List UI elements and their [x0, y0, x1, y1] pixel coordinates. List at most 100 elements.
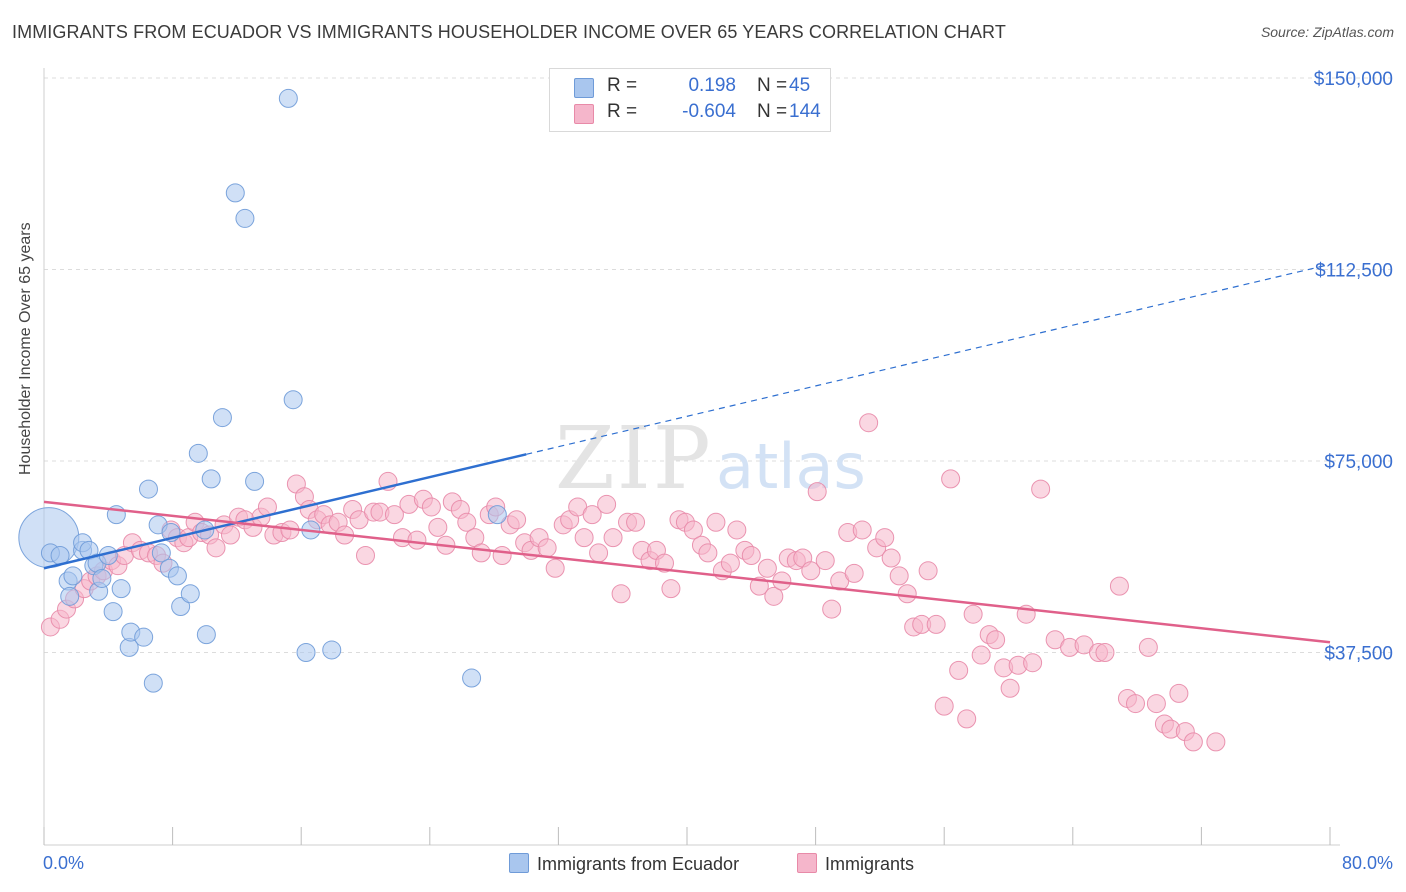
legend-r-value: 0.198 [688, 75, 736, 96]
data-point [815, 551, 835, 571]
data-point [143, 673, 163, 693]
data-point [589, 543, 609, 563]
data-point [603, 528, 623, 548]
data-point [103, 602, 123, 622]
axes [43, 68, 1340, 846]
data-point [1031, 479, 1051, 499]
data-point [180, 584, 200, 604]
data-point [698, 543, 718, 563]
data-point [1095, 643, 1115, 662]
x-tick-max: 80.0% [1341, 853, 1393, 873]
legend-swatch-immigrants [574, 104, 594, 124]
data-point [597, 494, 617, 514]
data-point [384, 505, 404, 525]
data-point [92, 568, 112, 588]
data-point [889, 566, 909, 586]
bottom-legend-swatch-immigrants [797, 853, 817, 873]
data-point [741, 545, 761, 565]
trend-lines [43, 263, 1331, 644]
data-point [807, 482, 827, 502]
data-point [986, 630, 1006, 650]
legend-n-label: N = [757, 75, 788, 96]
data-point [822, 599, 842, 619]
data-point [171, 597, 191, 617]
legend-r-label: R = [607, 101, 638, 122]
y-tick-label: $75,000 [1324, 452, 1393, 473]
data-point [971, 645, 991, 665]
data-point [1206, 732, 1226, 752]
trend-line-extension [526, 263, 1331, 455]
data-point [407, 530, 427, 550]
trend-line [43, 500, 1331, 644]
data-point [196, 625, 216, 645]
y-tick-labels: $37,500 $75,000 $112,500 $150,000 [1314, 69, 1393, 665]
legend-n-value: 144 [789, 101, 821, 122]
data-point [720, 553, 740, 573]
legend-n-label: N = [757, 101, 788, 122]
data-point [1138, 637, 1158, 657]
data-point [457, 512, 477, 532]
data-point [212, 408, 232, 428]
data-point [611, 584, 631, 604]
data-point [111, 579, 131, 599]
data-point [949, 660, 969, 680]
correlation-legend: R = 0.198 N = 45 R = -0.604 N = 144 [549, 68, 831, 132]
data-point [706, 512, 726, 532]
data-point [727, 520, 747, 540]
data-point [957, 709, 977, 729]
data-point [1023, 653, 1043, 673]
data-point [875, 528, 895, 548]
data-point [428, 517, 448, 537]
data-point [492, 545, 512, 565]
data-point [897, 584, 917, 604]
data-point [421, 497, 441, 517]
data-point [1146, 694, 1166, 714]
data-point [852, 520, 872, 540]
data-point [654, 553, 674, 573]
data-point [206, 538, 226, 558]
legend-swatch-ecuador [574, 78, 594, 98]
y-tick-label: $150,000 [1314, 69, 1393, 90]
data-point [757, 558, 777, 578]
data-point [1183, 732, 1203, 752]
data-point [63, 566, 83, 586]
data-point [801, 561, 821, 581]
bottom-legend-immigrants: Immigrants [797, 853, 914, 875]
data-point [225, 183, 245, 203]
data-point [134, 627, 154, 647]
watermark-zip: ZIP [555, 409, 713, 509]
data-point [235, 208, 255, 228]
data-point [859, 413, 879, 433]
data-point [661, 579, 681, 599]
data-point [1109, 576, 1129, 596]
data-point [220, 525, 240, 545]
watermark-atlas: atlas [716, 430, 866, 503]
data-point [1169, 683, 1189, 703]
watermark: ZIP atlas [555, 409, 866, 509]
data-point [188, 443, 208, 463]
data-point [283, 390, 303, 410]
data-point [844, 563, 864, 583]
trend-line-solid [43, 453, 527, 570]
bottom-legend-label-immigrants: Immigrants [825, 854, 915, 874]
data-point [138, 479, 158, 499]
data-point [764, 586, 784, 606]
data-point [1000, 678, 1020, 698]
data-point [245, 471, 265, 491]
source-note: Source: ZipAtlas.com [1260, 24, 1394, 40]
data-point [462, 668, 482, 688]
data-point [60, 586, 80, 606]
data-point [963, 604, 983, 624]
data-point [934, 696, 954, 716]
data-point [918, 561, 938, 581]
bottom-legend-swatch-ecuador [509, 853, 529, 873]
data-point [582, 505, 602, 525]
legend-n-value: 45 [789, 75, 811, 96]
data-point [683, 520, 703, 540]
data-point [356, 545, 375, 565]
data-point [881, 548, 901, 568]
legend-r-value: -0.604 [682, 101, 736, 122]
data-point [201, 469, 221, 489]
data-point [507, 510, 527, 530]
